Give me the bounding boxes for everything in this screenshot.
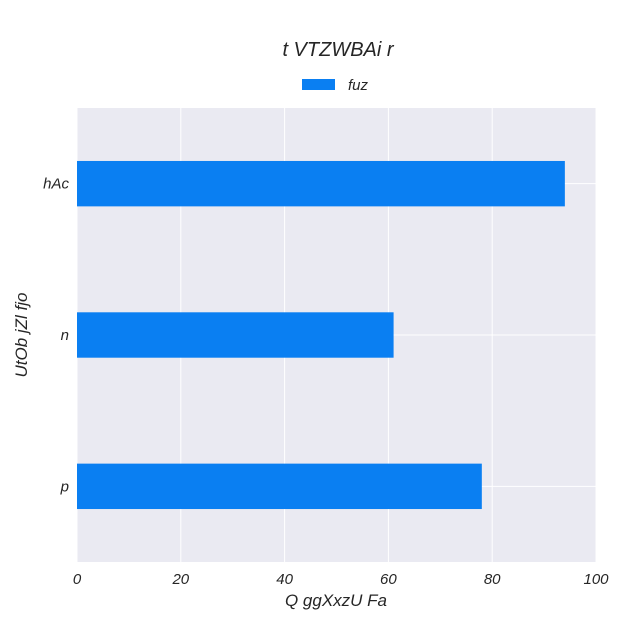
x-tick-label-40: 40	[276, 571, 293, 588]
legend-swatch	[302, 79, 335, 90]
x-axis-label: Q ggXxzU Fa	[285, 591, 387, 610]
x-tick-label-0: 0	[73, 571, 82, 588]
x-tick-label-20: 20	[171, 571, 189, 588]
x-tick-label-80: 80	[484, 571, 501, 588]
x-tick-label-60: 60	[380, 571, 397, 588]
y-tick-labels: hAc n p	[43, 176, 69, 496]
y-axis-label: UtOb jZl fjo	[12, 292, 31, 377]
legend-label: fuz	[348, 77, 369, 94]
bars	[77, 160, 565, 510]
bar-p	[77, 463, 482, 510]
y-tick-label-n: n	[61, 327, 69, 344]
x-tick-label-100: 100	[583, 571, 609, 588]
chart-title: t VTZWBAi r	[282, 39, 394, 61]
y-tick-label-hAc: hAc	[43, 176, 69, 193]
bar-n	[77, 312, 394, 358]
y-tick-label-p: p	[60, 478, 69, 495]
legend: fuz	[302, 77, 369, 94]
bar-hAc	[77, 160, 565, 207]
x-tick-labels: 0 20 40 60 80 100	[73, 571, 609, 588]
